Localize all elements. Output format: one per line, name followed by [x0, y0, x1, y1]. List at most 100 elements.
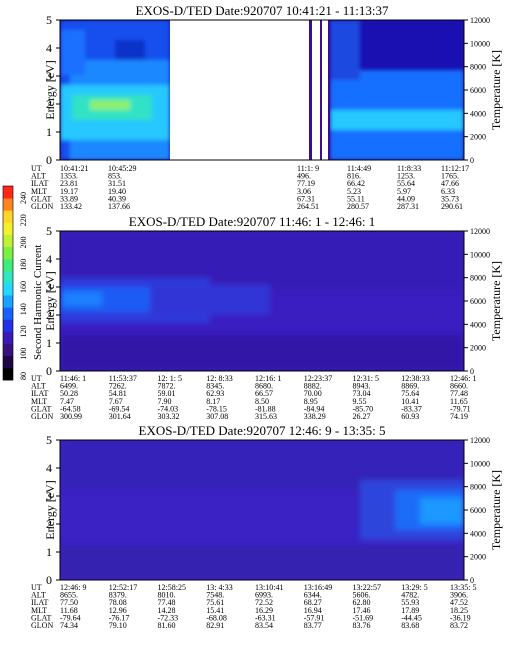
ephemeris-cell: 9.55 [353, 397, 367, 406]
panel-1-heatmap [60, 20, 464, 160]
ephemeris-cell: 496. [297, 172, 311, 181]
ephemeris-cell: 54.81 [109, 389, 127, 398]
colorbar-tick-label: 200 [19, 237, 28, 249]
colorbar-tick-label: 100 [19, 348, 28, 360]
ephemeris-cell: -68.08 [206, 613, 227, 622]
ephemeris-cell: 853. [108, 172, 122, 181]
ephemeris-cell: 11.65 [450, 397, 468, 406]
colorbar-segment [3, 319, 13, 332]
temperature-axis-label: Temperature [K] [489, 261, 503, 341]
ephemeris-cell: 13:35: 5 [450, 583, 476, 592]
panel-2-title: EXOS-D/TED Date:920707 11:46: 1 - 12:46:… [129, 214, 376, 229]
ephemeris-cell: 11:12:17 [441, 164, 469, 173]
energy-tick-label: 5 [46, 13, 52, 27]
ephemeris-cell: 303.32 [158, 412, 180, 421]
ephemeris-cell: 7548. [206, 591, 224, 600]
temperature-tick-label: 6000 [470, 297, 486, 306]
ephemeris-cell: 75.64 [401, 389, 419, 398]
ephemeris-cell: 264.51 [297, 202, 319, 211]
ephemeris-cell: 17.89 [401, 606, 419, 615]
ephemeris-cell: 3.06 [297, 187, 311, 196]
ephemeris-cell: 12.96 [109, 606, 127, 615]
ephemeris-cell: -74.03 [158, 404, 179, 413]
ephemeris-row-label: UT [31, 583, 42, 592]
ephemeris-cell: 1353. [60, 172, 78, 181]
ephemeris-cell: 77.48 [158, 598, 176, 607]
energy-tick-label: 5 [46, 433, 52, 447]
colorbar-segment [3, 307, 13, 320]
energy-tick-label: 0 [46, 153, 52, 167]
ephemeris-cell: 287.31 [397, 202, 419, 211]
ephemeris-cell: 7262. [109, 382, 127, 391]
ephemeris-cell: -72.33 [158, 613, 179, 622]
ephemeris-cell: 8.17 [206, 397, 220, 406]
ephemeris-cell: 12:46: 9 [60, 583, 86, 592]
temperature-tick-label: 0 [470, 156, 474, 165]
ephemeris-cell: 83.54 [255, 621, 273, 630]
data-gap-2 [312, 20, 320, 160]
temperature-tick-label: 10000 [470, 459, 490, 468]
energy-tick-label: 0 [46, 573, 52, 587]
ephemeris-cell: 55.11 [347, 194, 365, 203]
ephemeris-row-label: MLT [31, 606, 47, 615]
ephemeris-cell: 13: 4:33 [206, 583, 232, 592]
ephemeris-cell: 1765. [441, 172, 459, 181]
ephemeris-cell: 10.41 [401, 397, 419, 406]
ephemeris-cell: 77.50 [60, 598, 78, 607]
ephemeris-cell: 77.19 [297, 179, 315, 188]
energy-tick-label: 3 [46, 489, 52, 503]
panel-3-heatmap [60, 440, 464, 580]
ephemeris-cell: 12:46: 1 [450, 374, 476, 383]
ephemeris-cell: -63.31 [255, 613, 276, 622]
ephemeris-cell: 5.23 [347, 187, 361, 196]
ephemeris-row-label: UT [31, 374, 42, 383]
temperature-tick-label: 8000 [470, 483, 486, 492]
colorbar-tick-label: 220 [19, 214, 28, 226]
ephemeris-cell: 8943. [353, 382, 371, 391]
ephemeris-cell: -76.17 [109, 613, 130, 622]
ephemeris-cell: 66.57 [255, 389, 273, 398]
energy-tick-label: 4 [46, 461, 52, 475]
ephemeris-cell: 72.52 [255, 598, 273, 607]
ephemeris-cell: 7.90 [158, 397, 172, 406]
ephemeris-row-label: ILAT [31, 598, 48, 607]
ephemeris-cell: 55.64 [397, 179, 415, 188]
ephemeris-cell: -78.15 [206, 404, 227, 413]
ephemeris-cell: 8869. [401, 382, 419, 391]
ephemeris-cell: 74.34 [60, 621, 78, 630]
ephemeris-cell: 7.47 [60, 397, 74, 406]
temperature-tick-label: 4000 [470, 109, 486, 118]
ephemeris-row-label: GLAT [31, 194, 52, 203]
data-gap-1 [170, 20, 309, 160]
ephemeris-cell: 50.28 [60, 389, 78, 398]
ephemeris-cell: 66.42 [347, 179, 365, 188]
ephemeris-cell: 13:10:41 [255, 583, 283, 592]
colorbar-tick-label: 180 [19, 259, 28, 271]
ephemeris-row-label: GLON [31, 412, 53, 421]
ephemeris-cell: 12:58:25 [158, 583, 186, 592]
ephemeris-cell: 23.81 [60, 179, 78, 188]
colorbar-label: Second Harmonic Current [32, 245, 44, 360]
ephemeris-cell: 62.93 [206, 389, 224, 398]
ephemeris-cell: 10:41:21 [60, 164, 88, 173]
temperature-tick-label: 4000 [470, 529, 486, 538]
ephemeris-cell: 68.27 [304, 598, 322, 607]
colorbar-segment [3, 186, 13, 199]
ephemeris-row-label: UT [31, 164, 42, 173]
ephemeris-cell: 83.76 [353, 621, 371, 630]
colorbar: Second Harmonic Current 80 100 120 140 160 18… [2, 185, 44, 381]
temperature-tick-label: 8000 [470, 63, 486, 72]
ephemeris-cell: 15.41 [206, 606, 224, 615]
ephemeris-cell: 35.73 [441, 194, 459, 203]
ephemeris-row-label: ALT [31, 382, 46, 391]
ephemeris-cell: 8379. [109, 591, 127, 600]
ephemeris-cell: 47.52 [450, 598, 468, 607]
ephemeris-cell: 44.09 [397, 194, 415, 203]
ephemeris-row-label: GLON [31, 621, 53, 630]
ephemeris-row-label: ILAT [31, 179, 48, 188]
ephemeris-cell: 315.63 [255, 412, 277, 421]
ephemeris-cell: 5606. [353, 591, 371, 600]
temperature-tick-label: 10000 [470, 39, 490, 48]
colorbar-tick-label: 240 [19, 192, 28, 204]
